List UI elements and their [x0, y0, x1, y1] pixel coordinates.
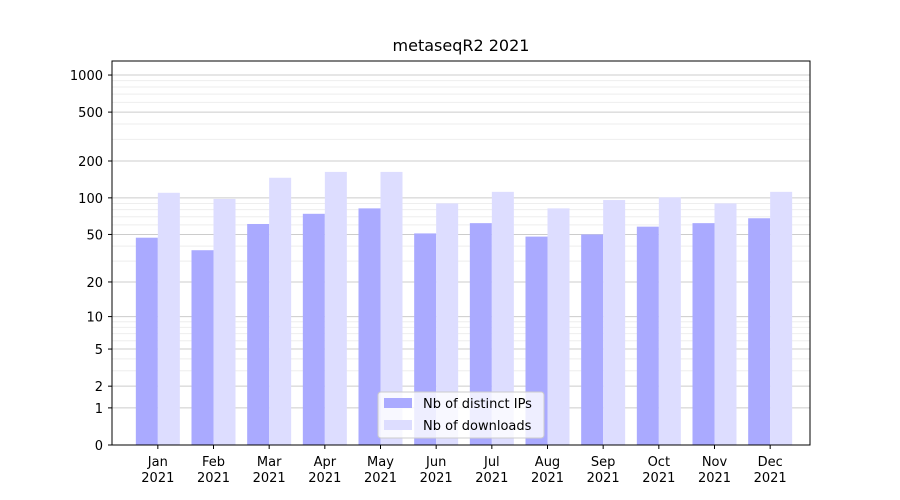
bar-distinct-ips: [358, 208, 381, 445]
bar-downloads: [213, 198, 236, 445]
bar-downloads: [770, 191, 793, 445]
x-tick-label-month: Aug: [535, 455, 560, 470]
bar-downloads: [491, 191, 514, 445]
bar-distinct-ips: [692, 223, 715, 445]
legend-swatch-distinct-ips: [384, 398, 412, 408]
bar-downloads: [380, 171, 403, 445]
x-tick-label-year: 2021: [197, 471, 230, 486]
y-tick-label: 2: [95, 380, 103, 395]
y-tick-label: 0: [95, 439, 103, 454]
x-tick-label-year: 2021: [587, 471, 620, 486]
bar-downloads: [324, 171, 347, 445]
x-tick-label-year: 2021: [308, 471, 341, 486]
y-tick-label: 20: [86, 276, 103, 291]
x-tick-label-month: Feb: [202, 455, 225, 470]
bar-downloads: [157, 192, 180, 445]
bar-distinct-ips: [191, 250, 214, 445]
bar-downloads: [547, 208, 570, 445]
x-tick-label-month: Apr: [314, 455, 337, 470]
legend: Nb of distinct IPs Nb of downloads: [377, 391, 545, 439]
bar-distinct-ips: [636, 226, 659, 445]
y-tick-label: 100: [78, 192, 103, 207]
x-tick-label-year: 2021: [642, 471, 675, 486]
x-tick-label-month: Nov: [702, 455, 728, 470]
x-tick-label-month: Jan: [147, 455, 168, 470]
x-tick-label-month: May: [367, 455, 394, 470]
x-tick-label-year: 2021: [754, 471, 787, 486]
legend-box: [377, 391, 545, 439]
chart-title: metaseqR2 2021: [393, 36, 530, 55]
y-axis: 0 1 2 5 10 20 50 100 200 500 1000: [70, 69, 112, 454]
y-tick-label: 10: [86, 311, 103, 326]
legend-label-distinct-ips: Nb of distinct IPs: [423, 397, 532, 412]
x-tick-label-year: 2021: [141, 471, 174, 486]
x-tick-label-year: 2021: [698, 471, 731, 486]
bar-distinct-ips: [302, 213, 325, 445]
x-tick-label-year: 2021: [531, 471, 564, 486]
x-tick-label-year: 2021: [420, 471, 453, 486]
bar-distinct-ips: [469, 223, 492, 445]
legend-swatch-downloads: [384, 420, 412, 430]
x-tick-label-month: Oct: [648, 455, 670, 470]
bar-downloads: [714, 203, 737, 445]
bar-downloads: [658, 197, 681, 445]
x-tick-label-month: Jul: [483, 455, 500, 470]
plot-frame: [111, 60, 811, 446]
x-tick-label-month: Sep: [591, 455, 616, 470]
x-tick-label-month: Mar: [257, 455, 282, 470]
y-tick-label: 1000: [70, 69, 103, 84]
x-tick-label-year: 2021: [475, 471, 508, 486]
legend-label-downloads: Nb of downloads: [423, 419, 532, 434]
x-tick-label-year: 2021: [253, 471, 286, 486]
y-tick-label: 5: [95, 343, 103, 358]
y-tick-label: 50: [86, 228, 103, 243]
bar-downloads: [603, 200, 626, 445]
x-axis: Jan2021Feb2021Mar2021Apr2021May2021Jun20…: [141, 445, 787, 486]
bar-distinct-ips: [748, 218, 771, 445]
x-tick-label-year: 2021: [364, 471, 397, 486]
bar-distinct-ips: [247, 223, 270, 445]
y-tick-label: 1: [95, 402, 103, 417]
bar-downloads: [436, 203, 459, 445]
x-tick-label-month: Dec: [758, 455, 783, 470]
bars: [135, 171, 793, 445]
y-tick-label: 500: [78, 106, 103, 121]
x-tick-label-month: Jun: [425, 455, 446, 470]
bar-distinct-ips: [581, 234, 604, 445]
bar-distinct-ips: [135, 237, 158, 445]
y-tick-label: 200: [78, 155, 103, 170]
bar-downloads: [269, 177, 292, 445]
